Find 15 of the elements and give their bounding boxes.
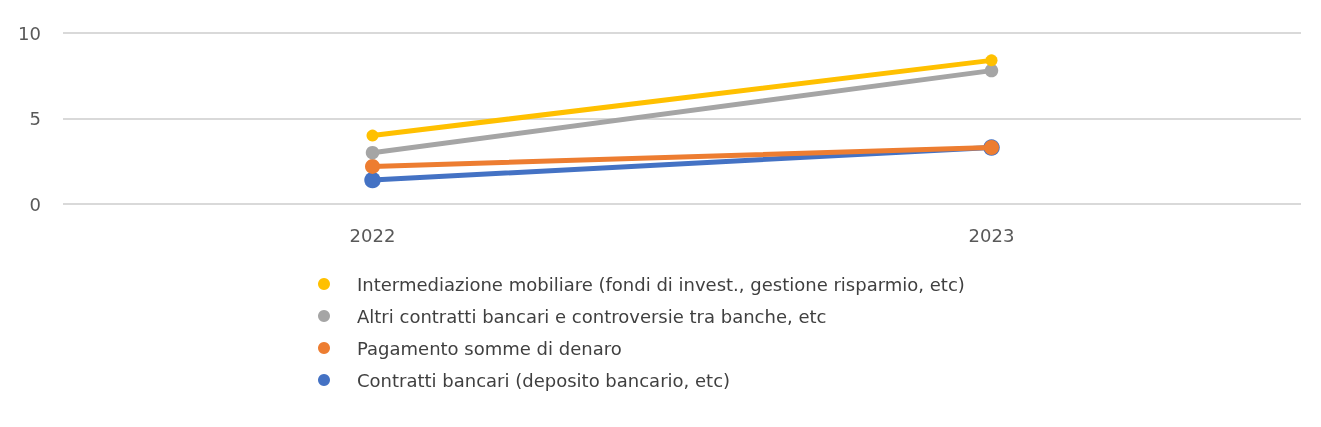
y-tick-label: 0 (29, 193, 41, 215)
point (364, 171, 381, 189)
y-tick-label: 10 (18, 22, 41, 44)
x-tick-label: 2022 (349, 224, 396, 246)
point (365, 145, 380, 160)
legend-label: Pagamento somme di denaro (357, 337, 622, 359)
legend-label: Intermediazione mobiliare (fondi di invest., gestione risparmio, etc) (357, 273, 965, 295)
point (985, 54, 998, 67)
legend-label: Contratti bancari (deposito bancario, etc) (357, 369, 731, 391)
point (365, 158, 380, 174)
point (984, 63, 999, 78)
y-tick-label: 5 (29, 108, 41, 129)
legend-label: Altri contratti bancari e controversie tra banche, etc (357, 305, 827, 327)
point (366, 129, 379, 142)
x-tick-label: 2023 (968, 224, 1015, 246)
